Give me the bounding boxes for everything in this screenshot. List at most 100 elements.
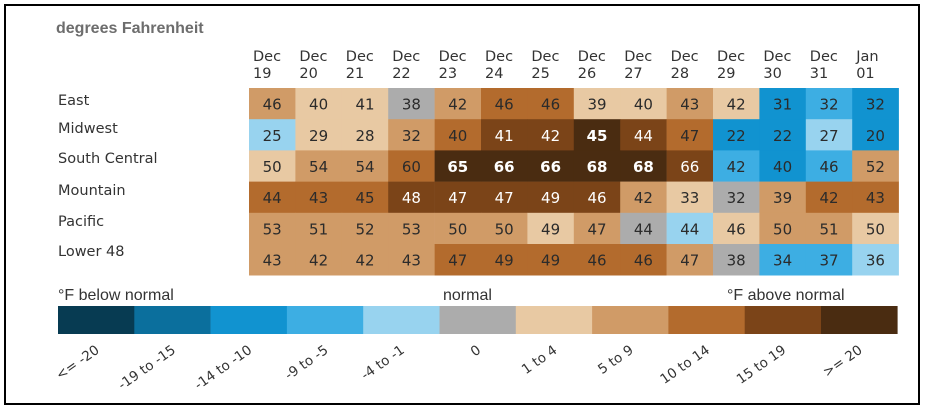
- cell-value: 38: [402, 96, 421, 114]
- heatmap-cell: [759, 119, 807, 151]
- cell-value: 42: [309, 252, 328, 270]
- cell-value: 42: [634, 189, 653, 207]
- cell-value: 33: [680, 189, 699, 207]
- cell-value: 46: [263, 96, 282, 114]
- cell-value: 50: [263, 158, 282, 176]
- heatmap-cell: [341, 150, 389, 182]
- heatmap-cell: [573, 150, 621, 182]
- cell-value: 20: [866, 127, 885, 145]
- legend-swatch: [134, 306, 211, 334]
- heatmap-cell: [249, 244, 296, 276]
- cell-value: 45: [355, 189, 374, 207]
- heatmap-cell: [295, 119, 343, 151]
- row-label: East: [58, 93, 90, 109]
- cell-value: 60: [402, 158, 421, 176]
- heatmap-cell: [666, 212, 714, 245]
- cell-value: 48: [402, 189, 421, 207]
- column-header-month: Dec: [299, 49, 327, 65]
- cell-value: 54: [309, 158, 328, 176]
- heatmap-cell: [666, 119, 714, 151]
- cell-value: 22: [773, 127, 792, 145]
- legend-swatch: [515, 306, 593, 334]
- heatmap-cell: [295, 150, 343, 182]
- legend-swatch: [58, 306, 135, 334]
- cell-value: 22: [727, 127, 746, 145]
- heatmap-cell: [713, 119, 760, 151]
- cell-value: 66: [540, 158, 561, 176]
- cell-value: 39: [773, 189, 792, 207]
- cell-value: 49: [541, 189, 560, 207]
- column-header-day: 24: [485, 66, 503, 82]
- heatmap-cell: [620, 88, 667, 120]
- cell-value: 49: [541, 252, 560, 270]
- heatmap-cell: [713, 150, 760, 182]
- heatmap-cell: [249, 150, 296, 182]
- heatmap-cell: [759, 181, 807, 214]
- cell-value: 44: [634, 127, 653, 145]
- heatmap-cell: [852, 150, 899, 182]
- heatmap-cell: [481, 150, 528, 182]
- heatmap-cell: [666, 88, 714, 120]
- heatmap-cell: [527, 181, 575, 214]
- cell-value: 28: [355, 127, 374, 145]
- cell-value: 44: [680, 220, 699, 238]
- column-header-day: 23: [439, 66, 457, 82]
- heatmap-cell: [759, 212, 807, 245]
- heatmap-cell: [805, 119, 853, 151]
- heatmap-cell: [666, 150, 714, 182]
- heatmap-cell: [852, 88, 899, 120]
- cell-value: 47: [680, 127, 699, 145]
- heatmap-cell: [341, 244, 389, 276]
- column-header-month: Dec: [346, 49, 374, 65]
- column-header-day: 31: [810, 66, 828, 82]
- column-header-day: 01: [856, 66, 874, 82]
- legend-swatch: [821, 306, 898, 334]
- row-label: Mountain: [58, 183, 126, 199]
- cell-value: 32: [866, 96, 885, 114]
- column-header-day: 20: [299, 66, 317, 82]
- heatmap-cell: [481, 119, 528, 151]
- cell-value: 43: [263, 252, 282, 270]
- legend-tick-label: 10 to 14: [657, 342, 712, 388]
- column-header-month: Jan: [855, 49, 878, 65]
- column-header-day: 29: [717, 66, 735, 82]
- heatmap-cell: [620, 150, 667, 182]
- heatmap-cell: [852, 181, 899, 214]
- cell-value: 42: [819, 189, 838, 207]
- cell-value: 66: [494, 158, 515, 176]
- heatmap-cell: [573, 212, 621, 245]
- cell-value: 46: [587, 252, 606, 270]
- heatmap-cell: [620, 181, 667, 214]
- row-label: Pacific: [58, 214, 104, 230]
- legend-tick-label: 0: [468, 342, 484, 360]
- heatmap-cell: [527, 88, 575, 120]
- cell-value: 32: [402, 127, 421, 145]
- heatmap-cell: [573, 119, 621, 151]
- column-header-month: Dec: [392, 49, 420, 65]
- heatmap-cell: [620, 119, 667, 151]
- cell-value: 39: [587, 96, 606, 114]
- legend-tick-label: <= -20: [53, 342, 102, 383]
- heatmap-cell: [759, 244, 807, 276]
- heatmap-cell: [805, 244, 853, 276]
- legend-swatch: [286, 306, 364, 334]
- cell-value: 52: [866, 158, 885, 176]
- cell-value: 51: [819, 220, 838, 238]
- heatmap-cell: [620, 244, 667, 276]
- cell-value: 47: [587, 220, 606, 238]
- cell-value: 38: [727, 252, 746, 270]
- heatmap-cell: [852, 244, 899, 276]
- heatmap-cell: [759, 88, 807, 120]
- cell-value: 32: [819, 96, 838, 114]
- cell-value: 46: [495, 96, 514, 114]
- cell-value: 43: [866, 189, 885, 207]
- heatmap-cell: [341, 181, 389, 214]
- column-header-day: 26: [578, 66, 596, 82]
- legend-below-normal-label: °F below normal: [58, 287, 174, 304]
- cell-value: 32: [727, 189, 746, 207]
- cell-value: 41: [355, 96, 374, 114]
- heatmap-cell: [481, 244, 528, 276]
- cell-value: 37: [819, 252, 838, 270]
- heatmap-cell: [805, 181, 853, 214]
- cell-value: 53: [402, 220, 421, 238]
